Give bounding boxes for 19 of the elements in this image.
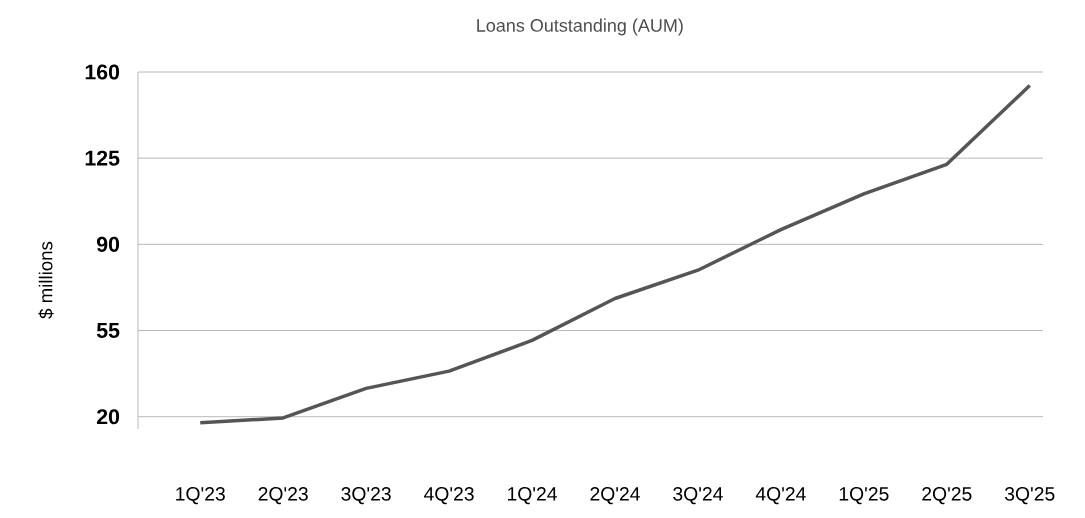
y-tick-label: 20 [96, 409, 120, 425]
x-tick-label: 1Q'23 [176, 487, 225, 505]
x-tick-label: 2Q'25 [922, 487, 972, 505]
y-tick-label: 90 [96, 236, 120, 252]
chart-title: Loans Outstanding (AUM) [477, 18, 683, 36]
x-tick-label: 3Q'23 [341, 487, 391, 505]
line-series [198, 83, 1032, 425]
x-tick-label: 1Q'25 [839, 487, 889, 505]
x-tick-label: 4Q'23 [424, 487, 474, 505]
y-tick-label: 160 [85, 64, 120, 80]
y-tick-label: 125 [85, 150, 120, 166]
x-tick-label: 2Q'24 [590, 487, 640, 505]
x-tick-label: 1Q'24 [508, 487, 557, 505]
x-tick-label: 3Q'24 [673, 487, 723, 505]
x-tick-label: 4Q'24 [755, 487, 806, 505]
y-axis-title: $ millions [38, 241, 54, 319]
y-tick-label: 55 [96, 323, 120, 338]
x-tick-label: 3Q'25 [1004, 487, 1055, 505]
x-tick-label: 2Q'23 [258, 487, 308, 505]
